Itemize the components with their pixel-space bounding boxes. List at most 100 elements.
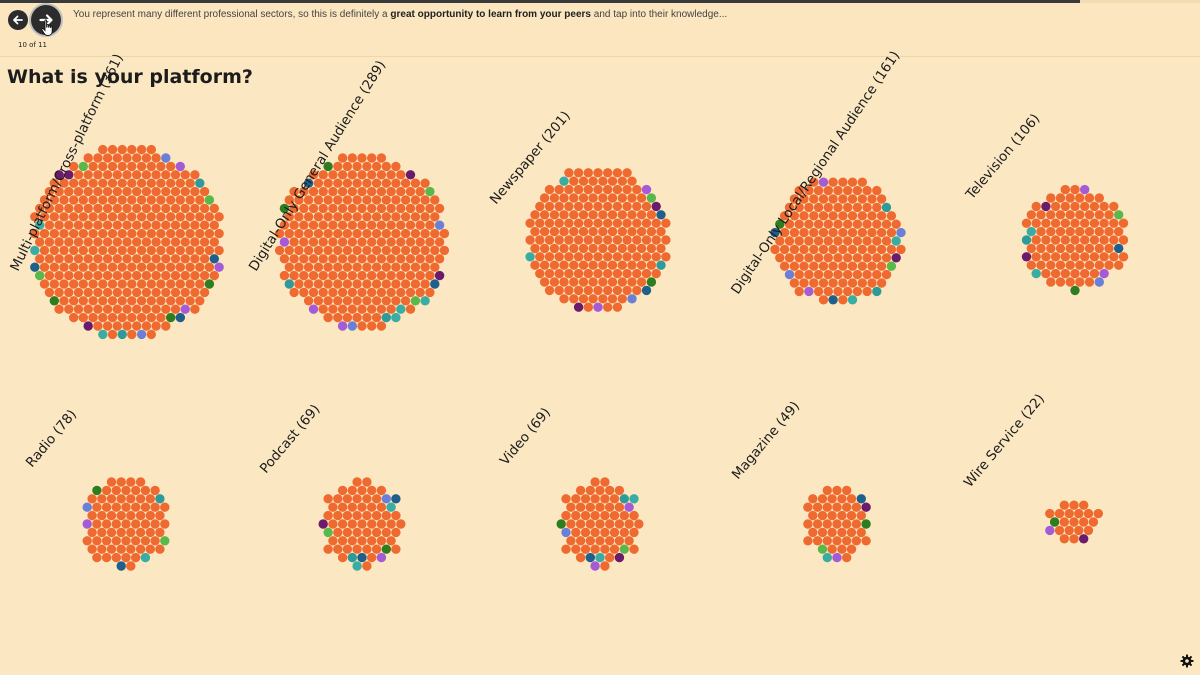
dot <box>832 519 842 529</box>
dot <box>337 536 348 546</box>
dot <box>593 168 603 178</box>
dot <box>195 296 205 306</box>
dot <box>299 203 309 214</box>
dot <box>593 201 603 212</box>
dot <box>425 220 435 230</box>
dot <box>530 226 540 237</box>
dot <box>1114 226 1124 237</box>
dot <box>607 260 618 270</box>
dot <box>102 304 113 314</box>
dot <box>789 211 800 221</box>
previous-button[interactable] <box>8 10 28 30</box>
dot <box>122 254 132 264</box>
dot <box>636 226 647 237</box>
dot <box>274 228 285 239</box>
gear-icon[interactable] <box>1180 654 1194 668</box>
dot <box>813 185 824 196</box>
dot <box>1099 252 1109 262</box>
dot <box>410 245 421 256</box>
dot <box>799 261 809 271</box>
dot <box>603 302 613 312</box>
dot <box>87 544 97 554</box>
dot <box>775 253 785 263</box>
dot <box>82 519 92 529</box>
dot <box>561 494 571 504</box>
dot <box>549 277 560 287</box>
dot <box>391 212 401 222</box>
dot <box>569 176 579 186</box>
dot <box>347 220 357 230</box>
dot <box>598 226 608 237</box>
dot <box>425 270 435 281</box>
dot <box>127 296 137 306</box>
dot <box>376 304 387 314</box>
dot <box>146 279 156 289</box>
dot <box>132 304 142 314</box>
dot <box>794 286 804 297</box>
dot <box>833 253 843 263</box>
dot <box>595 536 605 546</box>
dot <box>328 304 338 314</box>
dot <box>111 552 122 563</box>
dot <box>789 194 800 204</box>
dot <box>49 178 59 188</box>
dot <box>54 304 64 314</box>
dot <box>342 527 353 538</box>
top-bar: 10 of 11 You represent many different pr… <box>0 0 1200 57</box>
dot <box>122 153 132 163</box>
dot <box>126 494 136 504</box>
dot <box>843 236 853 246</box>
dot <box>828 278 838 288</box>
dot <box>35 254 45 264</box>
dot <box>1031 252 1041 262</box>
dot <box>54 220 64 230</box>
dot <box>371 296 382 306</box>
dot <box>98 245 108 256</box>
dot <box>813 269 824 280</box>
dot <box>1060 235 1071 245</box>
dot <box>535 235 545 245</box>
dot <box>357 270 367 281</box>
dot <box>391 195 401 205</box>
dot <box>605 552 615 563</box>
dot <box>832 502 842 512</box>
dot <box>605 519 615 529</box>
dot <box>535 268 545 279</box>
dot <box>136 212 147 222</box>
dot <box>127 312 137 323</box>
dot <box>107 245 118 256</box>
dot <box>1050 235 1061 245</box>
dot <box>651 252 661 262</box>
dot <box>308 254 319 264</box>
dot <box>1065 226 1075 237</box>
dot <box>833 236 843 246</box>
dot <box>420 296 430 306</box>
dot <box>112 321 123 331</box>
dot <box>367 321 377 331</box>
dot <box>612 184 623 195</box>
dot <box>127 262 137 272</box>
dot <box>396 304 406 314</box>
dot <box>141 203 152 214</box>
dot <box>328 203 338 214</box>
dot <box>1069 517 1079 527</box>
dot <box>69 296 79 306</box>
dot <box>1075 193 1085 203</box>
dot <box>357 321 367 331</box>
dot <box>607 226 618 237</box>
dot <box>146 329 156 340</box>
dot <box>39 245 50 256</box>
dot <box>185 178 195 188</box>
dot <box>313 195 324 205</box>
dot <box>92 485 102 496</box>
dot <box>1055 210 1066 220</box>
dot <box>54 186 64 197</box>
dot <box>175 312 185 323</box>
dot <box>609 527 620 538</box>
dot <box>1036 243 1046 254</box>
dot <box>376 536 387 546</box>
dot <box>842 519 852 529</box>
dot <box>328 519 338 529</box>
dot <box>156 195 166 205</box>
dot <box>789 261 800 271</box>
